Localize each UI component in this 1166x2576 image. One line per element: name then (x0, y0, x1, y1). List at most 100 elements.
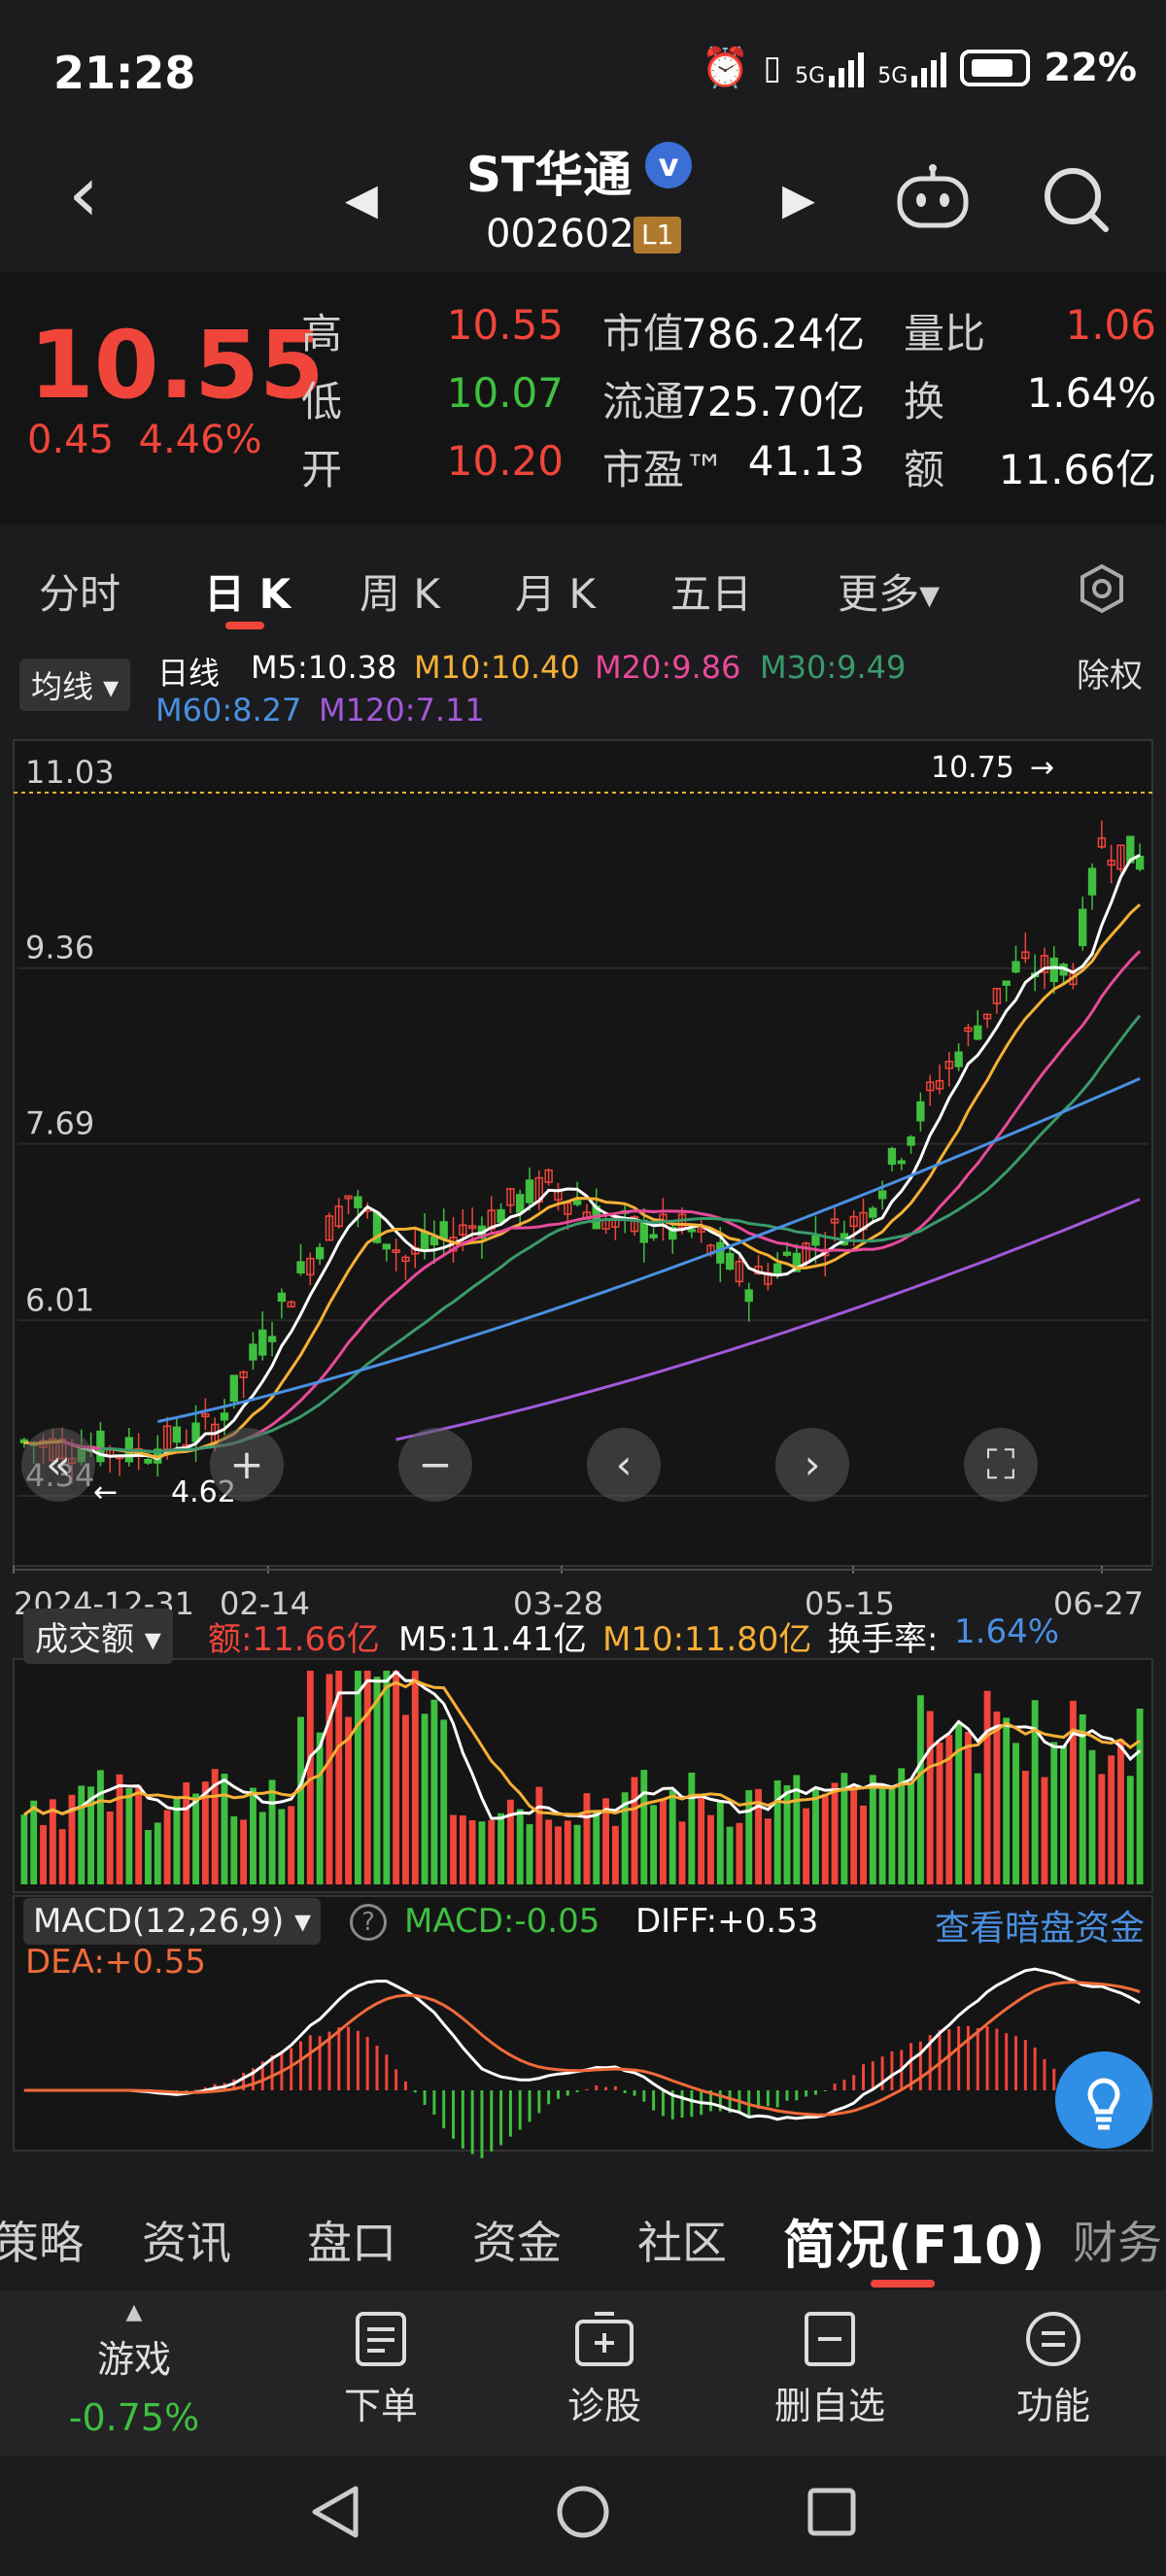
volume-bar (78, 1785, 86, 1884)
chart-control-button[interactable]: − (398, 1428, 472, 1502)
volume-bar (393, 1671, 400, 1884)
candle-body (716, 1241, 725, 1264)
volume-ma5-line (23, 1670, 1142, 1820)
volume-bar (1003, 1717, 1011, 1884)
volume-indicator-row: 成交额 ▾ 额:11.66亿 M5:11.41亿 M10:11.80亿 换手率:… (0, 1603, 1166, 1664)
nav-recents-icon[interactable] (803, 2483, 861, 2541)
tab-intraday[interactable]: 分时 (39, 570, 121, 618)
tab-monthly-k[interactable]: 月 K (515, 570, 596, 618)
volume-bar (640, 1770, 648, 1884)
tab-order-book[interactable]: 盘口 (307, 2217, 396, 2269)
candle-body (1087, 867, 1097, 896)
triangle-up-icon: ▲ (125, 2300, 143, 2324)
system-nav-bar (0, 2456, 1166, 2576)
x-tick-label: 06-27 (1053, 1585, 1144, 1622)
chart-control-button[interactable]: ‹ (587, 1428, 661, 1502)
candle-body (907, 1135, 915, 1146)
subtab-active-indicator (871, 2280, 935, 2288)
functions-button[interactable]: 功能 (976, 2310, 1131, 2429)
sector-button[interactable]: ▲ 游戏 -0.75% (56, 2300, 212, 2440)
macd-lines (23, 1967, 1141, 2121)
chart-control-button[interactable]: › (775, 1428, 849, 1502)
chart-control-button[interactable]: ⛶ (964, 1428, 1038, 1502)
tab-funds[interactable]: 资金 (472, 2217, 562, 2269)
x-tick-label: 02-14 (220, 1585, 310, 1622)
candle-body (811, 1235, 820, 1246)
volume-bar (430, 1699, 438, 1884)
float-cap-label: 流通 (602, 378, 685, 425)
ma-dropdown[interactable]: 均线 ▾ (19, 659, 131, 711)
nav-back-icon[interactable] (307, 2483, 365, 2541)
previous-stock-icon[interactable]: ◀ (345, 175, 378, 224)
tab-strategy[interactable]: 策略 (0, 2217, 84, 2269)
kline-chart[interactable]: 11.039.367.696.014.34 2024-12-3102-1403-… (0, 719, 1166, 2176)
battery-icon (960, 49, 1031, 86)
ex-right-toggle[interactable]: 除权 (1077, 657, 1143, 695)
tab-financials[interactable]: 财务 (1073, 2217, 1162, 2269)
candle-body (392, 1249, 400, 1253)
market-cap-value: 786.24亿 (681, 310, 865, 357)
candle-body (420, 1231, 429, 1252)
volume-bar (669, 1790, 676, 1884)
high-value: 10.55 (446, 301, 564, 349)
control-circle (398, 1428, 472, 1502)
lightbulb-button[interactable] (1055, 2051, 1152, 2149)
help-icon[interactable]: ? (350, 1904, 387, 1941)
candle-body (697, 1228, 705, 1233)
volume-bar (154, 1822, 161, 1884)
chart-control-button[interactable]: + (210, 1428, 284, 1502)
ma5-value: M5:10.38 (251, 649, 397, 686)
volume-bar (850, 1784, 858, 1884)
y-tick-label: 9.36 (25, 930, 94, 966)
search-icon[interactable] (1040, 163, 1112, 235)
settings-icon[interactable] (1077, 563, 1127, 614)
ma60-line (156, 1077, 1141, 1423)
robot-assistant-icon[interactable] (894, 163, 972, 231)
next-stock-icon[interactable]: ▶ (782, 175, 815, 224)
tab-community[interactable]: 社区 (637, 2217, 727, 2269)
candle-body (649, 1234, 658, 1238)
nav-home-icon[interactable] (554, 2483, 612, 2541)
functions-label: 功能 (1015, 2385, 1090, 2427)
volume-ratio-label: 量比 (904, 310, 986, 357)
volume-bar (40, 1824, 47, 1884)
candle-body (877, 1190, 887, 1200)
volume-bar (945, 1735, 953, 1884)
candle-body (887, 1147, 897, 1166)
signal-2-icon: 5G (877, 49, 947, 87)
ma120-line (395, 1198, 1141, 1441)
tab-more[interactable]: 更多▾ (838, 570, 941, 618)
candle-body (935, 1080, 944, 1090)
volume-bar (564, 1820, 571, 1884)
tab-news[interactable]: 资讯 (142, 2217, 231, 2269)
candle-body (1107, 860, 1115, 866)
candle-body (201, 1413, 210, 1418)
tab-weekly-k[interactable]: 周 K (360, 570, 440, 618)
volume-bar (249, 1787, 257, 1884)
remove-favorite-label: 删自选 (773, 2385, 885, 2427)
candle-body (191, 1422, 200, 1442)
market-cap-label: 市值 (602, 310, 685, 357)
macd-dropdown[interactable]: MACD(12,26,9) ▾ (23, 1898, 322, 1945)
dark-pool-funds-link[interactable]: 查看暗盘资金 (934, 1909, 1145, 1949)
volume-bar (593, 1810, 600, 1884)
control-circle (21, 1428, 95, 1502)
tab-five-day[interactable]: 五日 (670, 570, 753, 618)
diagnose-button[interactable]: 诊股 (527, 2310, 682, 2429)
turnover-value: 1.64% (1026, 369, 1156, 417)
tab-daily-k[interactable]: 日 K (204, 570, 292, 618)
candle-body (220, 1412, 229, 1421)
chart-control-button[interactable]: « (21, 1428, 95, 1502)
candle-body (525, 1179, 534, 1203)
order-button[interactable]: 下单 (303, 2310, 459, 2429)
chart-controls: « + − ‹ › ⛶ (21, 1428, 1038, 1502)
volume-bar (288, 1806, 295, 1884)
tab-profile-f10[interactable]: 简况(F10) (783, 2215, 1046, 2276)
back-icon[interactable]: ‹ (68, 149, 99, 239)
low-marker-arrow: ← (93, 1475, 118, 1509)
status-icons: ⏰ ▯ 5G 5G 22% (702, 45, 1137, 91)
remove-favorite-button[interactable]: 删自选 (752, 2310, 908, 2429)
volume-bar (678, 1821, 686, 1884)
volume-dropdown[interactable]: 成交额 ▾ (23, 1609, 173, 1664)
candle-body (782, 1251, 792, 1256)
